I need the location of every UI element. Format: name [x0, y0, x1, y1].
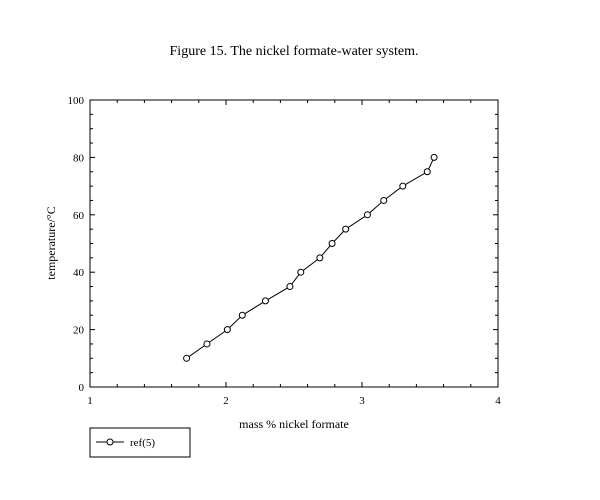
data-point: [316, 254, 324, 262]
y-tick-label: 20: [73, 325, 85, 337]
data-point: [297, 268, 305, 276]
plot-area: [89, 99, 499, 388]
series-layer: [183, 153, 438, 362]
x-tick-label: 2: [223, 395, 229, 407]
data-point: [423, 168, 431, 176]
data-point: [261, 297, 269, 305]
y-tick-label: 40: [73, 267, 85, 279]
y-tick-label: 100: [68, 95, 85, 107]
x-tick-label: 1: [87, 395, 93, 407]
data-point: [203, 340, 211, 348]
data-point: [328, 240, 336, 247]
legend-box: [89, 427, 191, 458]
data-point: [342, 225, 350, 233]
data-point: [363, 211, 371, 219]
y-tick-label: 60: [73, 210, 85, 222]
y-tick-label: 0: [79, 382, 85, 394]
x-tick-label: 3: [359, 395, 365, 407]
x-tick-label: 4: [495, 395, 501, 407]
data-point: [238, 311, 246, 319]
x-axis-label: mass % nickel formate: [239, 417, 349, 431]
legend-entry-label: ref(5): [130, 437, 155, 449]
minor-ticks: [90, 100, 498, 387]
data-point: [399, 182, 407, 190]
data-point: [183, 354, 191, 362]
y-axis-label: temperature/°C: [44, 206, 58, 279]
data-point: [380, 196, 388, 204]
x-tick-labels: 1 2 3 4: [87, 395, 501, 407]
data-point: [286, 283, 294, 291]
y-tick-labels: 0 20 40 60 80 100: [68, 95, 85, 394]
legend: ref(5): [89, 427, 191, 458]
major-ticks: [89, 99, 499, 388]
y-tick-label: 80: [73, 152, 85, 164]
data-point: [223, 326, 231, 334]
legend-marker: [106, 438, 114, 446]
series-line: [186, 157, 435, 359]
data-point: [430, 153, 438, 161]
chart-title: Figure 15. The nickel formate-water syst…: [170, 44, 419, 59]
